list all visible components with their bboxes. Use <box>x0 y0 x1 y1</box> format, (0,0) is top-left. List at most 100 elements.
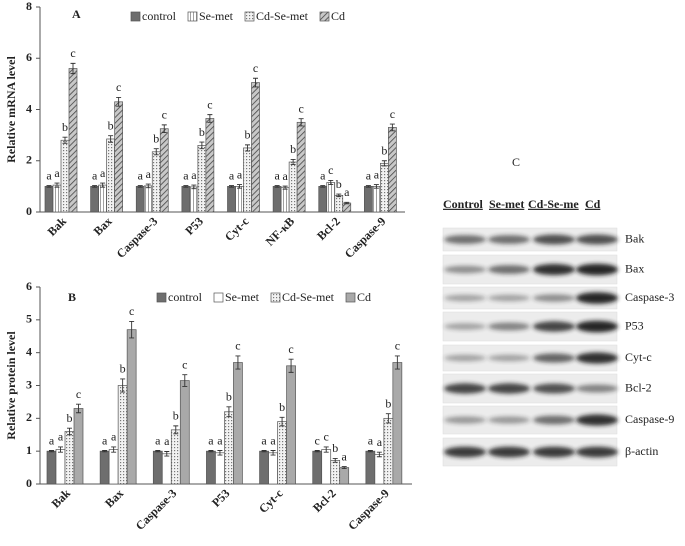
x-tick-label: Bax <box>91 214 115 238</box>
error-bar <box>191 184 197 190</box>
column-header: Se-met <box>489 197 524 211</box>
bar <box>392 362 403 485</box>
significance-letter: a <box>366 168 372 182</box>
error-bar <box>155 450 161 453</box>
bar <box>159 128 169 213</box>
blot-band <box>444 294 486 302</box>
error-bar <box>49 450 54 453</box>
bar <box>334 194 344 213</box>
error-bar <box>62 136 68 144</box>
error-bar <box>111 446 117 453</box>
significance-letter: a <box>344 185 350 199</box>
error-bar <box>381 160 387 167</box>
blot-band <box>533 446 575 458</box>
blot-band <box>488 354 530 362</box>
bar <box>108 449 119 485</box>
bar <box>268 452 278 485</box>
error-bar <box>120 378 126 393</box>
y-tick-label: 0 <box>26 204 32 218</box>
bar <box>372 186 381 213</box>
x-tick-label: P53 <box>209 486 233 510</box>
significance-letter: a <box>183 168 189 182</box>
x-tick-label: Caspase-3 <box>114 214 161 261</box>
x-tick-label: Caspase-3 <box>133 486 180 533</box>
bar <box>330 460 341 485</box>
legend-label: Cd-Se-met <box>282 290 335 304</box>
significance-letter: a <box>217 433 223 447</box>
blot-band <box>576 446 618 458</box>
bar <box>215 452 225 485</box>
x-tick-label: NF-κB <box>263 214 297 248</box>
x-tick-label: Caspase-9 <box>342 214 389 261</box>
bar <box>197 145 207 213</box>
significance-letter: a <box>320 168 326 182</box>
error-bar <box>394 355 400 370</box>
error-bar <box>332 457 338 463</box>
significance-letter: a <box>92 168 98 182</box>
bar <box>106 138 115 213</box>
x-tick-label: Bak <box>49 486 74 511</box>
error-bar <box>376 451 382 458</box>
x-tick-label: Cyt-c <box>256 486 286 516</box>
row-label: Bax <box>625 261 644 275</box>
significance-letter: c <box>315 433 320 447</box>
significance-letter: b <box>153 131 159 145</box>
y-tick-label: 2 <box>26 410 32 424</box>
bar <box>135 186 145 213</box>
bar <box>296 121 306 213</box>
significance-letter: a <box>270 433 276 447</box>
bar <box>280 187 290 213</box>
x-tick-label: Bak <box>45 214 70 239</box>
row-label: Caspase-3 <box>625 290 674 304</box>
significance-letter: a <box>237 167 243 181</box>
significance-letter: c <box>390 107 395 121</box>
significance-letter: a <box>54 166 60 180</box>
bar <box>312 450 323 485</box>
error-bar <box>102 450 108 453</box>
significance-letter: a <box>138 168 144 182</box>
y-tick-label: 6 <box>26 50 32 64</box>
row-label: Bak <box>625 231 644 245</box>
significance-letter: c <box>328 163 333 177</box>
legend-label: Se-met <box>199 9 234 23</box>
bar <box>52 184 62 213</box>
y-tick-label: 2 <box>26 153 32 167</box>
error-bar <box>100 182 106 188</box>
error-bar <box>365 185 371 188</box>
significance-letter: b <box>381 144 387 158</box>
blot-band <box>488 235 530 244</box>
bar <box>224 411 234 485</box>
significance-letter: c <box>162 108 167 122</box>
error-bar <box>226 406 232 418</box>
error-bar <box>237 184 242 189</box>
bar <box>170 429 181 485</box>
blot-band <box>488 294 530 302</box>
error-bar <box>314 450 320 453</box>
error-bar <box>235 355 241 370</box>
significance-letter: b <box>120 362 126 376</box>
error-bar <box>367 450 373 453</box>
significance-letter: a <box>229 168 235 182</box>
error-bar <box>145 183 151 189</box>
error-bar <box>76 403 81 414</box>
significance-letter: b <box>67 411 73 425</box>
error-bar <box>129 321 135 339</box>
significance-letter: b <box>245 128 251 142</box>
bar <box>374 454 385 485</box>
blot-band <box>488 265 530 274</box>
bar <box>259 450 269 485</box>
error-bar <box>183 185 189 188</box>
blot-band <box>576 414 618 426</box>
panel-label: C <box>512 155 520 169</box>
error-bar <box>320 185 326 188</box>
bar <box>383 417 394 485</box>
blot-band <box>444 323 486 330</box>
significance-letter: b <box>332 441 338 455</box>
significance-letter: b <box>108 118 114 132</box>
y-tick-label: 3 <box>26 377 32 391</box>
error-bar <box>92 185 98 188</box>
blot-band <box>533 263 575 276</box>
significance-letter: b <box>290 142 296 156</box>
bar <box>205 118 215 213</box>
significance-letter: b <box>385 396 391 410</box>
